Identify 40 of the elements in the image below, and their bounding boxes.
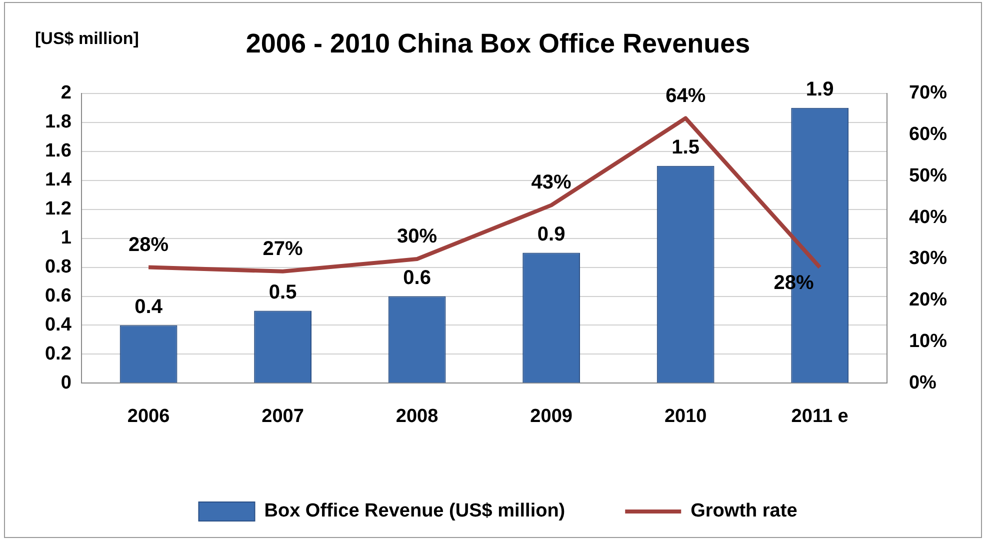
x-tick-label: 2011 e (791, 406, 848, 427)
y2-tick-label: 60% (908, 124, 948, 146)
y2-tick-label: 70% (908, 82, 948, 104)
x-tick-label: 2010 (664, 406, 707, 427)
data-label: 1.5 (672, 136, 700, 158)
x-tick-label: 2008 (396, 406, 438, 427)
x-tick-label: 2006 (127, 406, 170, 427)
y-tick-label: 1 (60, 228, 72, 249)
y-tick-label: 0.4 (44, 314, 72, 336)
y2-tick-label: 50% (908, 165, 948, 186)
y-tick-label: 0.2 (44, 343, 72, 364)
data-label: 0.4 (134, 296, 164, 318)
y2-tick-label: 40% (908, 206, 948, 228)
x-tick-label: 2009 (530, 406, 572, 427)
x-tick-label: 2007 (262, 406, 304, 427)
y-tick-label: 0.6 (44, 285, 72, 306)
y-tick-label: 1.4 (44, 170, 72, 191)
y-tick-label: 2 (60, 82, 72, 104)
data-label: 28% (128, 234, 169, 256)
chart-title: 2006 - 2010 China Box Office Revenues (246, 28, 750, 59)
y2-tick-label: 10% (908, 331, 948, 352)
y2-tick-label: 0% (908, 372, 937, 394)
y-tick-label: 1.6 (44, 140, 72, 162)
data-label: 43% (531, 172, 572, 194)
legend-label: Box Office Revenue (US$ million) (264, 500, 566, 522)
data-label: 0.6 (403, 266, 431, 289)
y-tick-label: 1.8 (44, 112, 72, 133)
data-label: 0.9 (537, 223, 566, 246)
y-axis-title: [US$ million] (35, 29, 139, 48)
legend-label: Growth rate (690, 500, 798, 522)
y-tick-label: 0.8 (44, 256, 72, 278)
data-label: 1.9 (806, 78, 834, 100)
data-label: 64% (666, 84, 706, 107)
data-label: 27% (262, 238, 304, 260)
data-label: 0.5 (268, 281, 297, 304)
y-tick-label: 1.2 (44, 198, 72, 220)
y-tick-label: 0 (60, 372, 72, 394)
data-label: 30% (397, 226, 438, 248)
y2-tick-label: 20% (908, 290, 948, 311)
y2-tick-label: 30% (908, 248, 948, 270)
